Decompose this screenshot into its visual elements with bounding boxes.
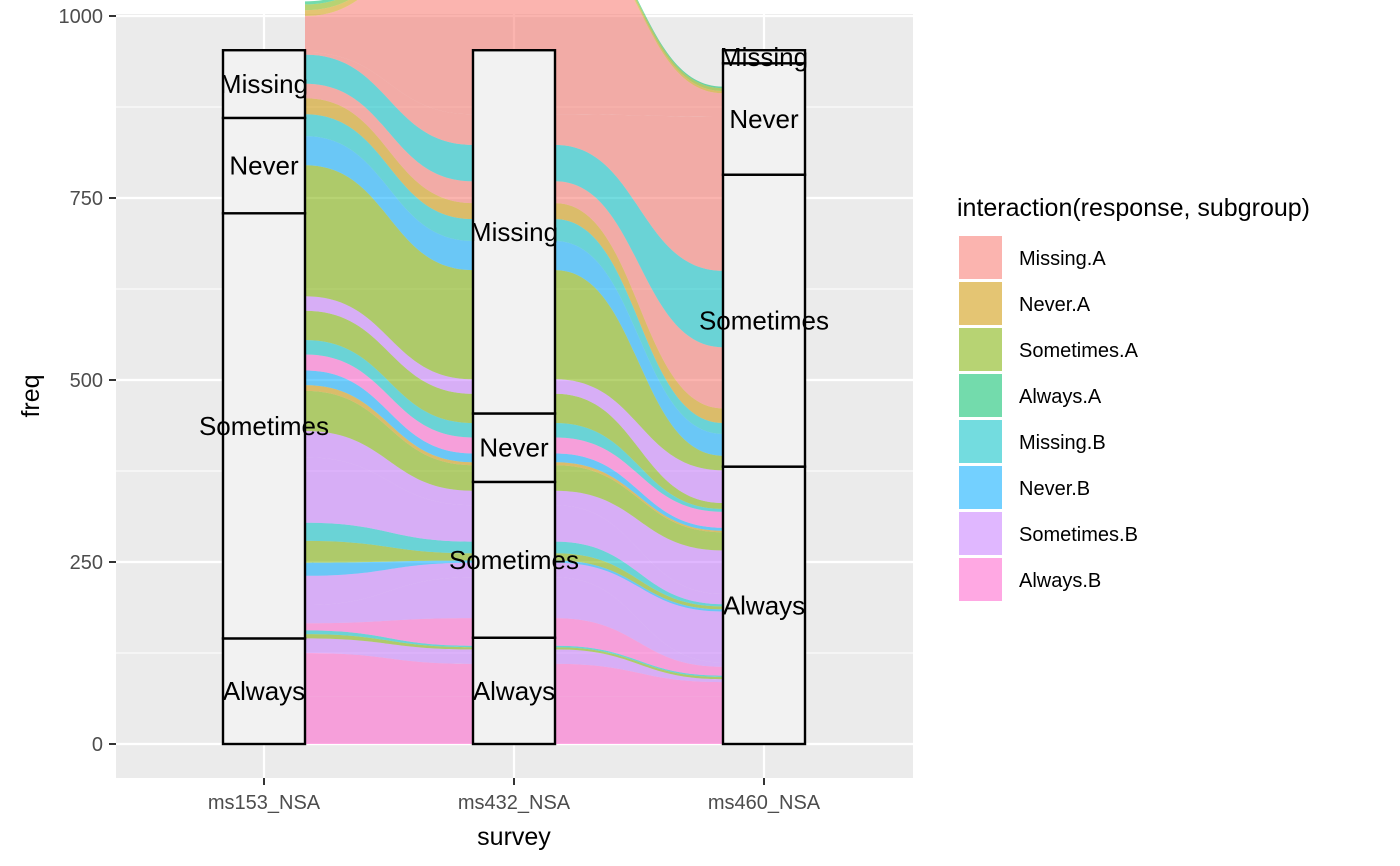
flow-band bbox=[305, 618, 723, 676]
stratum-box bbox=[221, 212, 307, 640]
x-axis-title: survey bbox=[477, 823, 551, 851]
flow-band bbox=[305, 630, 723, 677]
legend-label: Never.A bbox=[1019, 294, 1091, 316]
stratum-box bbox=[471, 636, 557, 746]
legend-label: Never.B bbox=[1019, 478, 1090, 500]
flow-band bbox=[305, 577, 723, 667]
y-tick-label: 750 bbox=[70, 188, 103, 210]
stratum-box bbox=[221, 49, 307, 120]
stratum-label: Always bbox=[223, 676, 305, 706]
x-tick-label: ms432_NSA bbox=[458, 792, 571, 814]
flow-band bbox=[305, 522, 723, 607]
stratum-label: Never bbox=[229, 151, 299, 181]
stratum-box bbox=[471, 49, 557, 415]
stratum-box bbox=[221, 637, 307, 746]
stratum-label: Missing bbox=[470, 217, 558, 247]
legend-key bbox=[959, 420, 1002, 463]
stratum-box bbox=[471, 480, 557, 639]
legend-label: Missing.A bbox=[1019, 248, 1106, 270]
legend-key bbox=[959, 236, 1002, 279]
x-tick-label: ms153_NSA bbox=[208, 792, 321, 814]
stratum-label: Always bbox=[723, 590, 805, 620]
flow-band bbox=[305, 562, 723, 663]
flow-band bbox=[305, 370, 723, 531]
legend-key bbox=[959, 328, 1002, 371]
y-tick-label: 500 bbox=[70, 370, 103, 392]
stratum-label: Missing bbox=[220, 69, 308, 99]
legend-label: Sometimes.B bbox=[1019, 524, 1138, 546]
flow-band bbox=[305, 431, 723, 594]
stratum-box bbox=[721, 62, 807, 176]
flow-band bbox=[305, 296, 723, 503]
legend-key bbox=[959, 512, 1002, 555]
legend: Missing.A Never.A Sometimes.A Always.A Missi… bbox=[959, 236, 1139, 601]
y-axis: 0 250 500 750 1000 bbox=[59, 6, 116, 756]
y-tick-label: 250 bbox=[70, 552, 103, 574]
legend-label: Always.B bbox=[1019, 570, 1101, 592]
legend-key bbox=[959, 282, 1002, 325]
legend-label: Missing.B bbox=[1019, 432, 1106, 454]
flow-band bbox=[305, 634, 723, 680]
stratum-box bbox=[721, 49, 807, 65]
flow-band bbox=[305, 560, 723, 612]
stratum-label: Sometimes bbox=[699, 306, 829, 336]
stratum-label: Always bbox=[473, 676, 555, 706]
legend-label: Always.A bbox=[1019, 386, 1102, 408]
stratum-box bbox=[471, 412, 557, 484]
legend-title: interaction(response, subgroup) bbox=[957, 194, 1310, 222]
y-axis-title: freq bbox=[17, 374, 45, 417]
flow-band bbox=[305, 54, 723, 348]
stratum-label: Never bbox=[479, 433, 549, 463]
flow-band bbox=[305, 83, 723, 409]
legend-key bbox=[959, 374, 1002, 417]
flow-band bbox=[305, 540, 723, 610]
legend-key bbox=[959, 466, 1002, 509]
stratum-box bbox=[221, 116, 307, 215]
y-tick-label: 0 bbox=[92, 734, 103, 756]
legend-key bbox=[959, 558, 1002, 601]
flow-band bbox=[305, 114, 723, 434]
x-tick-label: ms460_NSA bbox=[708, 792, 821, 814]
stratum-label: Sometimes bbox=[449, 545, 579, 575]
stratum-label: Missing bbox=[720, 42, 808, 72]
legend-label: Sometimes.A bbox=[1019, 340, 1139, 362]
flow-band bbox=[305, 98, 723, 424]
stratum-label: Never bbox=[729, 104, 799, 134]
strata-layer: Always Sometimes Never Missing Always Sometim… bbox=[199, 42, 829, 746]
flow-band bbox=[305, 52, 723, 271]
x-axis: ms153_NSA ms432_NSA ms460_NSA bbox=[208, 778, 821, 814]
stratum-label: Sometimes bbox=[199, 411, 329, 441]
y-tick-label: 1000 bbox=[59, 6, 104, 28]
flow-band bbox=[305, 136, 723, 456]
